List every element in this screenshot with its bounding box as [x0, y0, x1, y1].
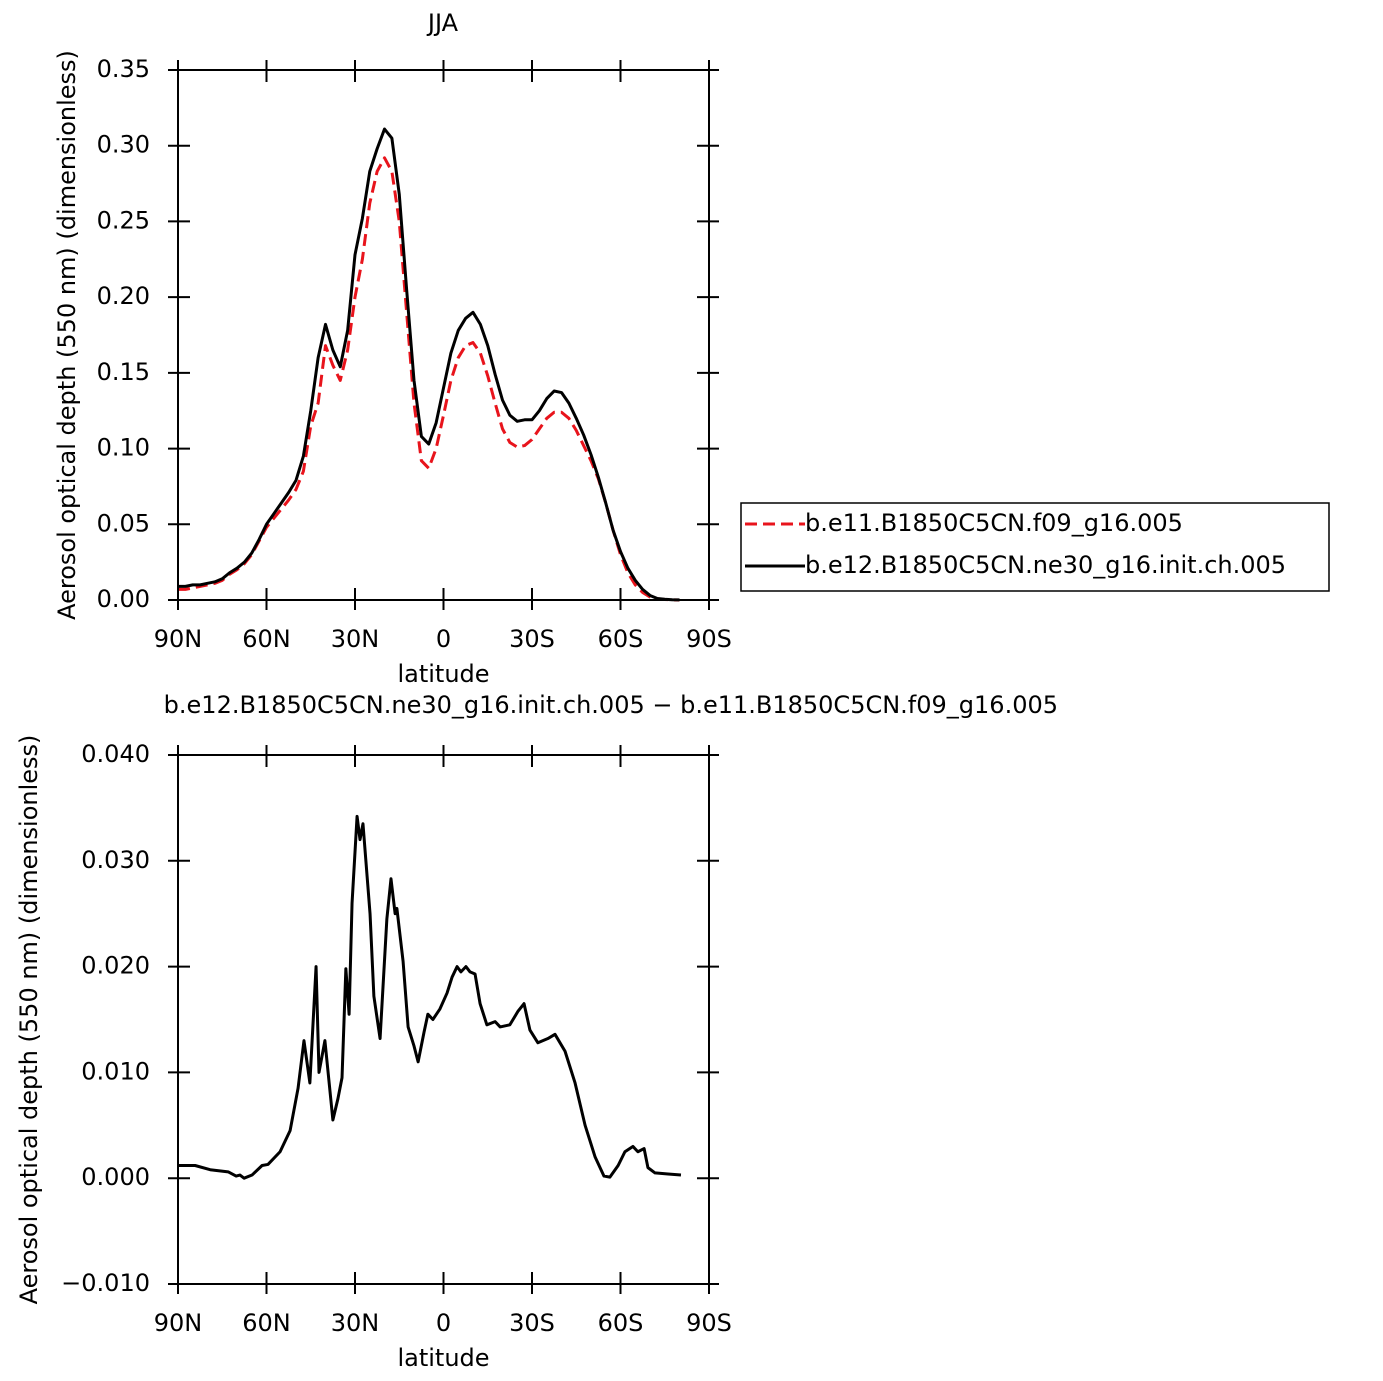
x-tick-label: 60S: [598, 1309, 644, 1337]
y-tick-label: 0.25: [97, 206, 150, 234]
x-tick-label: 30N: [331, 1309, 380, 1337]
legend-box: [740, 502, 1330, 592]
legend: b.e11.B1850C5CN.f09_g16.005 b.e12.B1850C5…: [740, 502, 1330, 592]
y-tick-label: 0.10: [97, 434, 150, 462]
y-tick-label: 0.35: [97, 55, 150, 83]
y-tick-label: 0.020: [81, 952, 150, 980]
x-tick-label: 30N: [331, 625, 380, 653]
y-tick-label: 0.30: [97, 131, 150, 159]
y-axis-label: Aerosol optical depth (550 nm) (dimensio…: [15, 735, 43, 1305]
x-tick-label: 60S: [598, 625, 644, 653]
y-tick-label: 0.00: [97, 585, 150, 613]
y-tick-label: 0.000: [81, 1163, 150, 1191]
y-tick-label: 0.010: [81, 1057, 150, 1085]
x-tick-label: 60N: [242, 1309, 291, 1337]
x-tick-label: 30S: [509, 625, 555, 653]
y-axis-label: Aerosol optical depth (550 nm) (dimensio…: [53, 50, 81, 620]
y-tick-label: −0.010: [61, 1269, 150, 1297]
x-axis-label: latitude: [397, 660, 489, 688]
x-tick-label: 30S: [509, 1309, 555, 1337]
x-tick-label: 90N: [154, 625, 203, 653]
x-tick-label: 90S: [686, 1309, 732, 1337]
x-tick-label: 60N: [242, 625, 291, 653]
y-tick-label: 0.040: [81, 740, 150, 768]
x-tick-label: 90S: [686, 625, 732, 653]
chart-panel: b.e12.B1850C5CN.ne30_g16.init.ch.005 − b…: [15, 691, 1058, 1372]
data-line: [178, 814, 682, 1180]
data-line: [178, 156, 680, 602]
plot-frame: [177, 754, 710, 1285]
chart-title: JJA: [426, 9, 459, 37]
chart-panel: JJA latitude Aerosol optical depth (550 nm…: [53, 9, 1330, 688]
x-tick-label: 0: [436, 1309, 451, 1337]
legend-label: b.e11.B1850C5CN.f09_g16.005: [805, 509, 1183, 537]
legend-label: b.e12.B1850C5CN.ne30_g16.init.ch.005: [805, 551, 1286, 579]
chart-title: b.e12.B1850C5CN.ne30_g16.init.ch.005 − b…: [164, 691, 1058, 719]
x-tick-label: 90N: [154, 1309, 203, 1337]
y-tick-label: 0.15: [97, 358, 150, 386]
x-axis-label: latitude: [397, 1344, 489, 1372]
y-tick-label: 0.20: [97, 282, 150, 310]
y-tick-label: 0.05: [97, 509, 150, 537]
y-tick-label: 0.030: [81, 846, 150, 874]
data-line: [178, 127, 680, 602]
x-tick-label: 0: [436, 625, 451, 653]
plot-frame: [177, 69, 710, 601]
